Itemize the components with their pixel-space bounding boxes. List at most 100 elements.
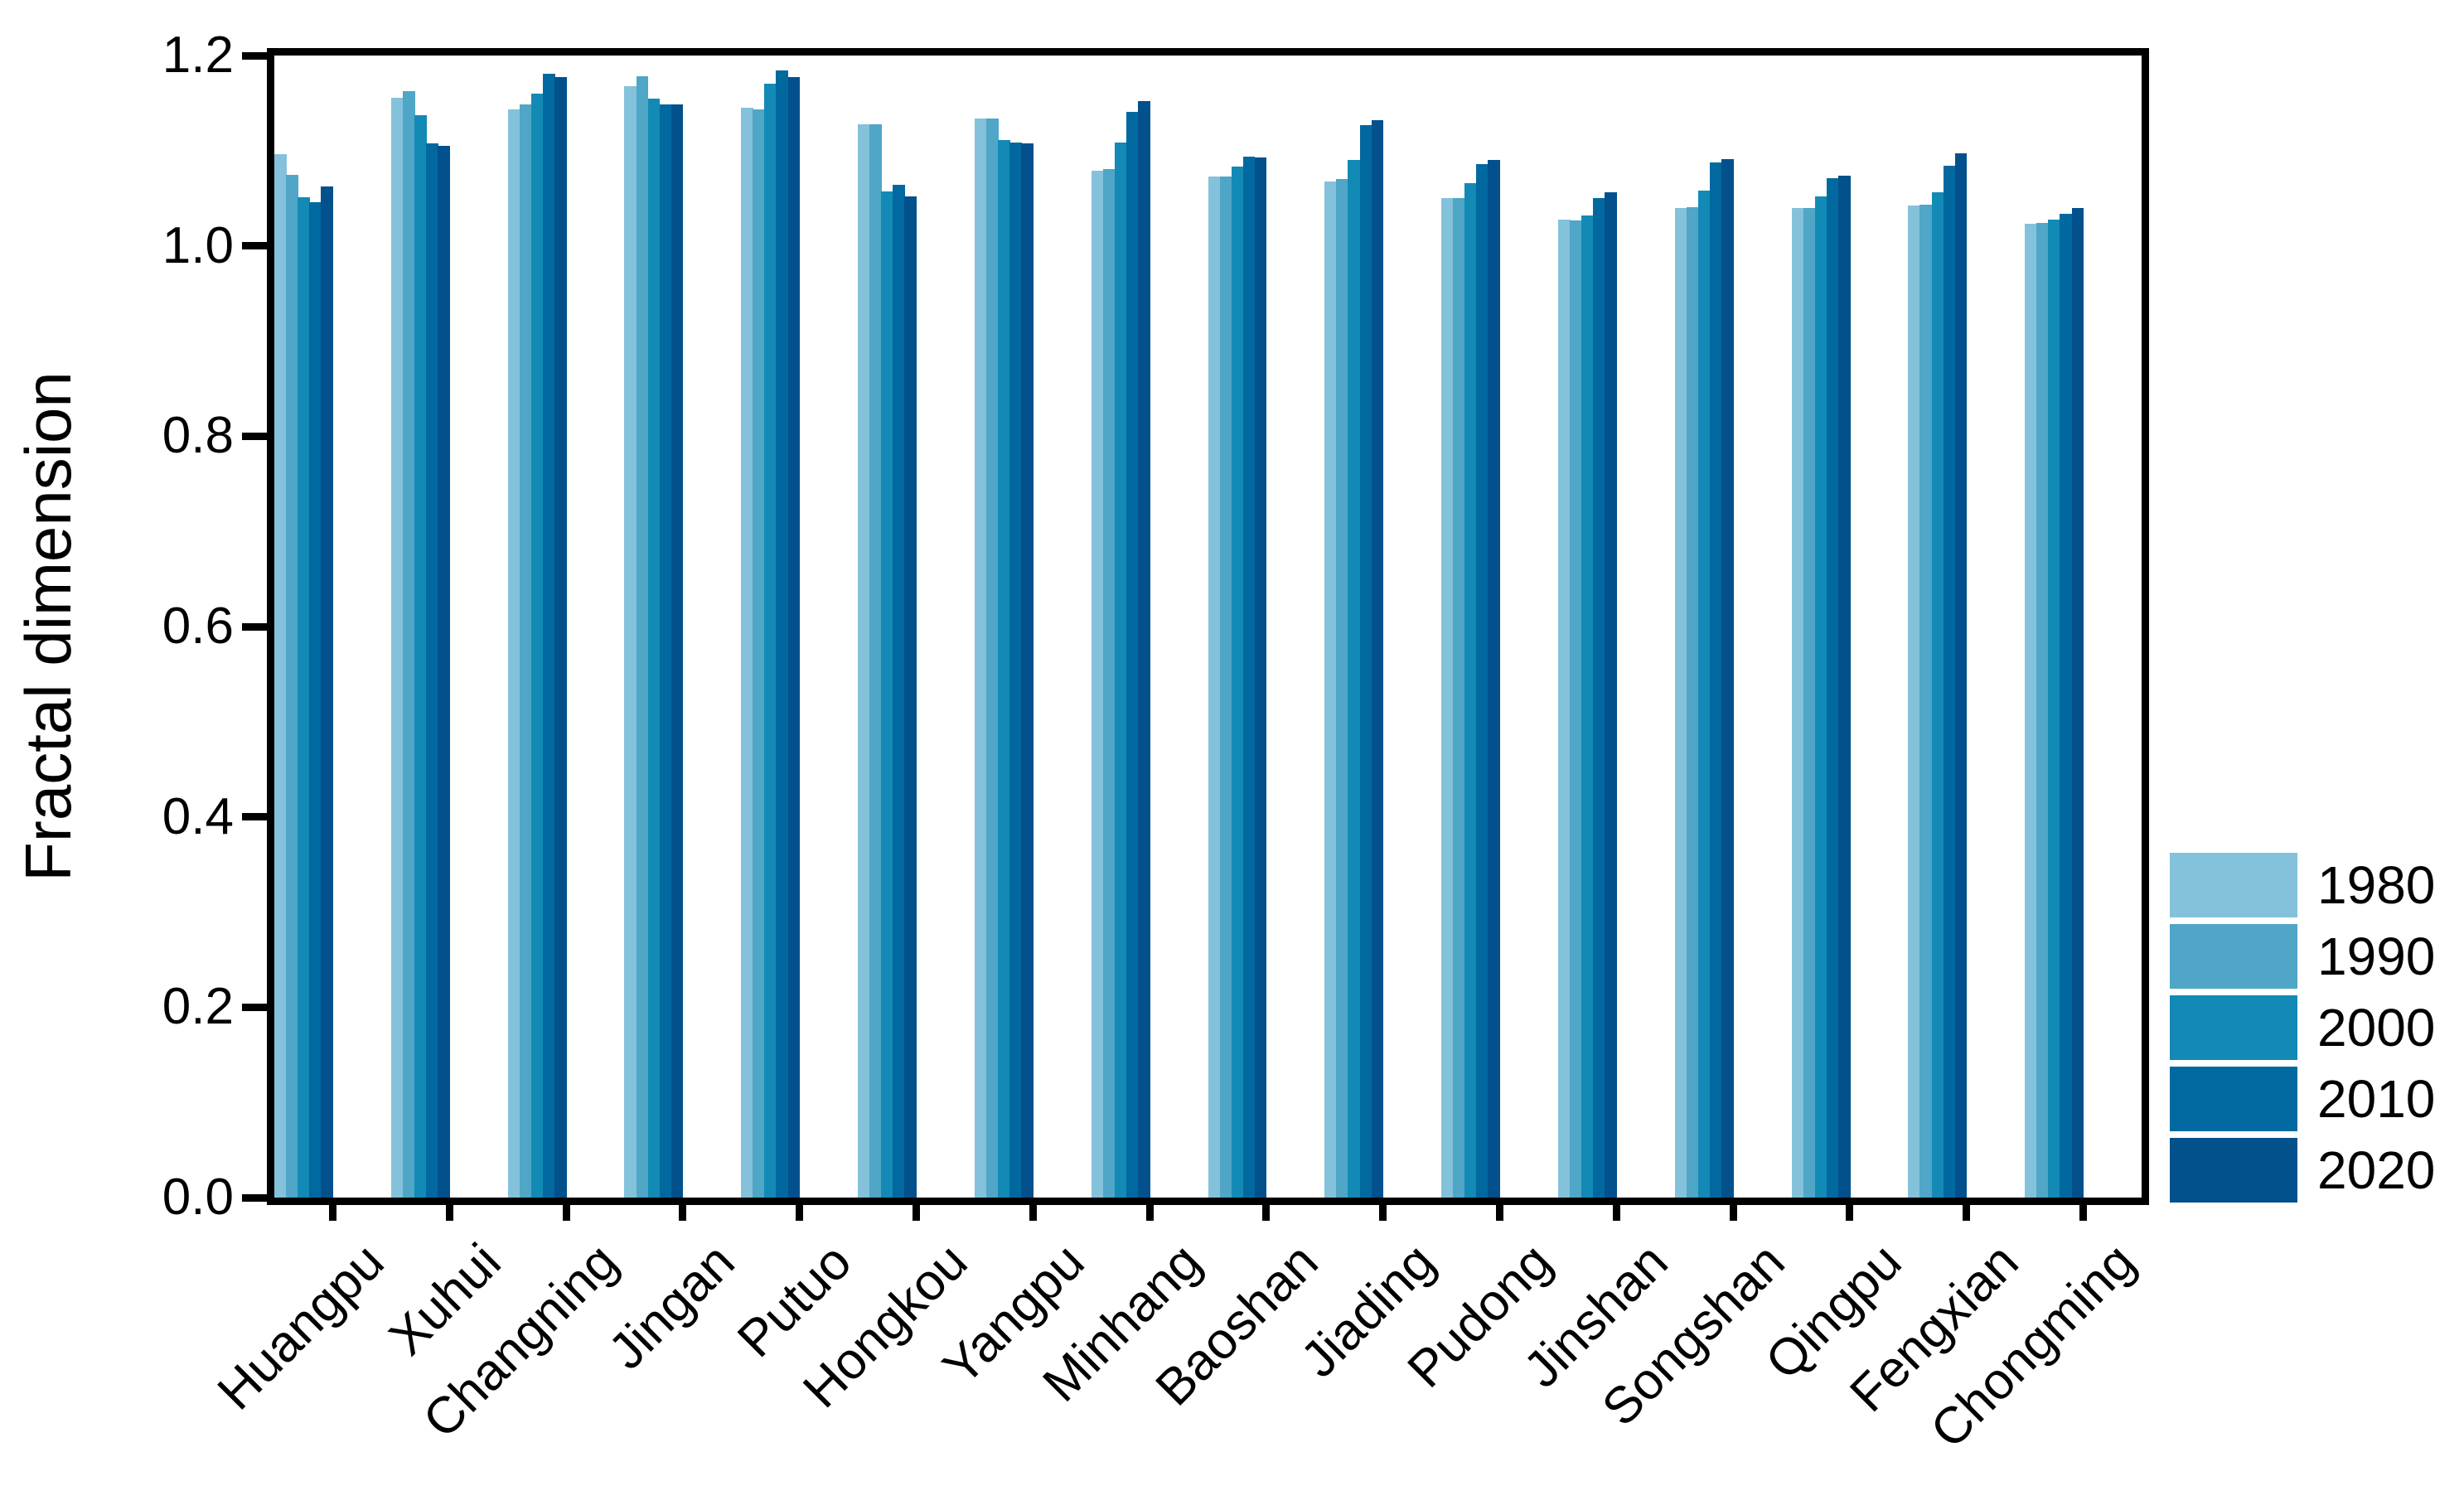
x-tick-jingan	[679, 1198, 687, 1221]
bar-baoshan-2020	[1254, 157, 1267, 1198]
bar-changning-2020	[554, 77, 567, 1198]
legend-label-1990: 1990	[2317, 927, 2436, 986]
bar-hongkou-2000	[881, 191, 893, 1198]
bar-huangpu-1990	[286, 174, 298, 1198]
x-tick-songshan	[1729, 1198, 1737, 1221]
legend-label-1980: 1980	[2317, 855, 2436, 915]
bar-jiading-2000	[1348, 160, 1361, 1198]
bar-huangpu-2010	[309, 201, 322, 1198]
y-tick-label: 0.0	[162, 1169, 234, 1226]
bar-minhang-2010	[1126, 111, 1139, 1198]
x-tick-baoshan	[1262, 1198, 1271, 1221]
bar-jinshan-1980	[1557, 219, 1571, 1198]
bar-hongkou-1990	[869, 123, 882, 1198]
bar-minhang-2020	[1138, 101, 1150, 1198]
y-tick-label: 0.2	[162, 978, 234, 1036]
x-tick-jinshan	[1612, 1198, 1620, 1221]
bar-qingpu-1990	[1803, 207, 1816, 1198]
bar-chongming-2010	[2060, 213, 2073, 1198]
bar-huangpu-2020	[321, 186, 333, 1198]
bar-chongming-2020	[2071, 207, 2084, 1198]
bar-changning-1980	[507, 109, 520, 1198]
bar-yangpu-2000	[998, 140, 1010, 1198]
y-tick-0.6	[242, 622, 267, 631]
bar-jiading-2010	[1359, 124, 1372, 1198]
bar-yangpu-2020	[1021, 143, 1034, 1198]
bar-fengxian-1980	[1908, 206, 1921, 1198]
bar-songshan-1980	[1674, 207, 1687, 1198]
y-tick-1.0	[242, 242, 267, 250]
bar-songshan-1990	[1686, 206, 1699, 1198]
bar-jingan-2020	[670, 104, 684, 1198]
x-tick-chongming	[2079, 1198, 2088, 1221]
bar-songshan-2000	[1697, 191, 1711, 1198]
legend-swatch-1980	[2170, 853, 2297, 917]
y-tick-0.2	[242, 1003, 267, 1011]
x-tick-pudong	[1496, 1198, 1504, 1221]
y-tick-label: 0.6	[162, 598, 234, 655]
y-tick-0.8	[242, 432, 267, 440]
x-tick-jiading	[1379, 1198, 1387, 1221]
bar-jingan-2010	[659, 104, 672, 1198]
bar-hongkou-1980	[858, 123, 870, 1198]
bar-minhang-2000	[1114, 142, 1127, 1198]
bar-yangpu-1990	[985, 118, 999, 1198]
bar-fengxian-2020	[1954, 153, 1968, 1198]
x-tick-minhang	[1145, 1198, 1154, 1221]
y-tick-label: 0.8	[162, 407, 234, 465]
bar-changning-2010	[542, 73, 555, 1198]
bar-baoshan-2010	[1242, 156, 1256, 1198]
x-tick-xuhui	[445, 1198, 453, 1221]
bar-jinshan-2000	[1581, 215, 1594, 1198]
bar-qingpu-1980	[1791, 207, 1804, 1198]
bar-yangpu-1980	[974, 118, 987, 1198]
bar-jingan-2000	[647, 98, 661, 1198]
bar-xuhui-2020	[438, 146, 450, 1198]
bar-xuhui-1990	[402, 90, 415, 1198]
bar-jingan-1990	[636, 76, 649, 1198]
x-tick-fengxian	[1963, 1198, 1971, 1221]
legend-label-2020: 2020	[2317, 1140, 2436, 1200]
legend-label-2010: 2010	[2317, 1069, 2436, 1129]
bar-chongming-1980	[2025, 224, 2037, 1198]
bar-changning-1990	[519, 104, 532, 1198]
bar-changning-2000	[530, 93, 544, 1198]
bar-hongkou-2010	[893, 185, 905, 1198]
x-tick-huangpu	[328, 1198, 336, 1221]
bar-pudong-1980	[1441, 198, 1454, 1198]
legend-swatch-2000	[2170, 995, 2297, 1060]
bar-xuhui-2000	[414, 115, 427, 1198]
bar-chongming-1990	[2036, 223, 2049, 1198]
bar-putuo-1990	[753, 109, 765, 1198]
x-tick-yangpu	[1029, 1198, 1037, 1221]
y-tick-label: 1.0	[162, 216, 234, 274]
y-tick-label: 0.4	[162, 787, 234, 845]
x-tick-changning	[562, 1198, 570, 1221]
bar-fengxian-2010	[1943, 166, 1956, 1198]
bar-jiading-1980	[1324, 181, 1337, 1198]
bar-putuo-1980	[741, 108, 753, 1198]
y-tick-label: 1.2	[162, 27, 234, 84]
legend-swatch-1990	[2170, 924, 2297, 989]
y-tick-0.0	[242, 1193, 267, 1202]
bar-jiading-2020	[1371, 120, 1384, 1198]
bar-putuo-2010	[776, 70, 789, 1198]
bar-fengxian-1990	[1919, 205, 1933, 1198]
bar-jiading-1990	[1336, 179, 1349, 1198]
bar-xuhui-2010	[426, 143, 438, 1198]
x-tick-qingpu	[1846, 1198, 1854, 1221]
bar-yangpu-2010	[1009, 142, 1022, 1198]
plot-area	[274, 56, 2142, 1198]
bar-putuo-2000	[764, 84, 777, 1198]
bar-songshan-2020	[1721, 159, 1734, 1198]
bar-pudong-1990	[1453, 198, 1465, 1198]
bar-jingan-1980	[624, 85, 637, 1198]
bar-qingpu-2020	[1837, 175, 1851, 1198]
bar-qingpu-2010	[1826, 178, 1839, 1198]
bar-chongming-2000	[2048, 219, 2061, 1198]
bar-huangpu-2000	[298, 197, 310, 1198]
bar-minhang-1990	[1102, 168, 1116, 1198]
bar-jinshan-2010	[1593, 198, 1605, 1198]
legend-swatch-2010	[2170, 1067, 2297, 1131]
